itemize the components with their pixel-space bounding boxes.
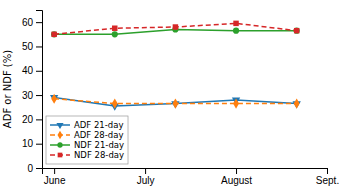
y-tick: 10 (22, 138, 42, 149)
series-point (51, 32, 56, 37)
y-tick: 30 (22, 90, 42, 101)
y-axis-title: ADF or NDF (%) (2, 50, 13, 128)
y-tick-label: 0 (27, 163, 33, 174)
legend-marker (56, 123, 63, 129)
legend-marker (57, 142, 62, 147)
x-tick-mark (236, 168, 237, 174)
series-point (233, 98, 239, 108)
series-point (233, 28, 239, 34)
series-point (112, 31, 118, 37)
y-tick-label: 30 (22, 90, 34, 101)
legend-label: NDF 28-day (74, 150, 124, 160)
legend-label: ADF 28-day (74, 130, 123, 140)
chart: June July August Sept. 0 10 20 30 40 50 60 ADF 21-d… (0, 0, 345, 190)
x-tick: July (137, 168, 155, 186)
y-tick-mark (36, 22, 42, 23)
legend-marker (58, 153, 63, 158)
legend-label: ADF 21-day (74, 120, 123, 130)
legend-frame (46, 116, 128, 164)
x-tick: August (221, 168, 252, 186)
y-tick-label: 40 (22, 65, 34, 76)
x-axis-line (43, 169, 328, 175)
series-point (172, 98, 178, 108)
y-tick: 40 (22, 65, 42, 76)
series-point (51, 31, 57, 37)
series-point (173, 24, 178, 29)
y-tick-mark (36, 119, 42, 120)
legend-item: NDF 28-day (50, 150, 124, 160)
y-tick-mark (36, 95, 42, 96)
legend-item: ADF 28-day (50, 130, 123, 140)
plot: June July August Sept. 0 10 20 30 40 50 60 ADF 21-d… (22, 11, 339, 187)
x-tick-label: July (137, 175, 155, 186)
x-tick-label: June (44, 175, 66, 186)
y-tick-label: 60 (22, 17, 34, 28)
series-point (294, 28, 300, 34)
legend-marker (57, 131, 62, 140)
series-point (294, 28, 299, 33)
x-tick-label: August (221, 175, 252, 186)
marks (50, 21, 301, 111)
x-tick: Sept. (316, 168, 339, 186)
y-axis: 0 10 20 30 40 50 60 (22, 11, 43, 174)
series-point (112, 98, 118, 108)
y-tick-label: 20 (22, 114, 34, 125)
x-axis: June July August Sept. (43, 168, 340, 186)
legend: ADF 21-dayADF 28-dayNDF 21-dayNDF 28-day (46, 116, 128, 164)
y-tick: 60 (22, 17, 42, 28)
y-tick: 50 (22, 41, 42, 52)
x-tick-mark (54, 168, 55, 174)
series-point (233, 21, 238, 26)
y-tick-mark (36, 46, 42, 47)
y-axis-line (36, 11, 43, 169)
y-tick-mark (36, 168, 42, 169)
series-point (112, 25, 117, 30)
x-tick: June (44, 168, 66, 186)
y-tick-mark (36, 144, 42, 145)
x-tick-label: Sept. (316, 175, 339, 186)
y-tick-label: 10 (22, 138, 34, 149)
x-tick-mark (145, 168, 146, 174)
y-tick-label: 50 (22, 41, 34, 52)
x-tick-mark (327, 168, 328, 174)
legend-item: ADF 21-day (50, 120, 123, 130)
series-point (294, 98, 300, 108)
y-tick-mark (36, 71, 42, 72)
legend-item: NDF 21-day (50, 140, 124, 150)
series-line (54, 23, 297, 34)
y-tick: 20 (22, 114, 42, 125)
legend-label: NDF 21-day (74, 140, 124, 150)
series-point (51, 94, 57, 104)
y-tick: 0 (27, 163, 42, 174)
